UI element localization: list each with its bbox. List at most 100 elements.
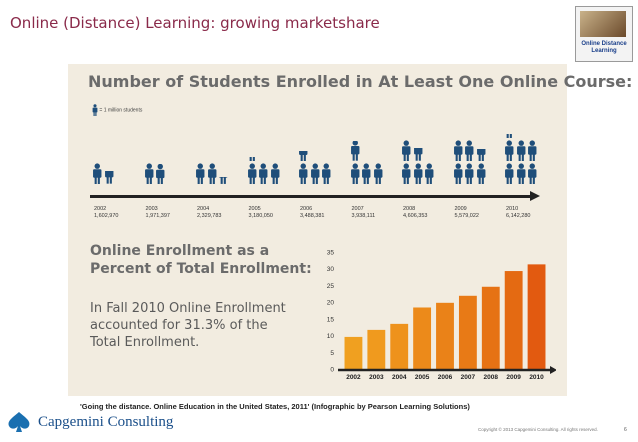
partial-person-icon [156, 163, 165, 184]
year-label: 2010 6,142,280 [506, 206, 530, 220]
partial-person-icon [299, 150, 308, 161]
person-icon [207, 163, 216, 184]
year-text: 2002 [94, 206, 107, 212]
person-icon [402, 163, 411, 184]
year-text: 2006 [300, 206, 313, 212]
person-icon [453, 163, 462, 184]
person-icon [92, 104, 98, 116]
bar [481, 286, 500, 369]
y-tick-label: 5 [330, 350, 334, 357]
year-label: 2004 2,329,783 [197, 206, 221, 220]
person-icon [259, 163, 268, 184]
partial-person-icon [249, 156, 255, 161]
person-icon [93, 163, 102, 184]
fact-line: In Fall 2010 Online Enrollment [90, 301, 286, 316]
x-tick-label: 2002 [346, 374, 361, 381]
person-icon [476, 163, 485, 184]
year-label: 2005 3,180,050 [249, 206, 273, 220]
enrollment-count: 2,329,783 [197, 213, 222, 219]
copyright: Copyright © 2013 Capgemini Consulting. A… [478, 427, 598, 432]
person-icon [144, 163, 153, 184]
enrollment-bar-chart: 0 5 10 15 20 25 30 35 2002 2003 2004 2005 2006 2007 20… [327, 250, 556, 381]
enrollment-count: 3,180,050 [248, 213, 273, 219]
person-icon [196, 163, 205, 184]
brand-logo: Capgemini Consulting [4, 410, 179, 434]
partial-person-icon [506, 133, 512, 138]
person-icon [402, 140, 411, 161]
partial-person-icon [219, 177, 228, 184]
y-tick-label: 35 [327, 250, 335, 257]
infographic: Number of Students Enrolled in At Least … [68, 64, 632, 396]
enrollment-count: 4,606,353 [403, 213, 428, 219]
logo-text: Online Distance Learning [581, 41, 627, 54]
year-text: 2010 [506, 206, 519, 212]
year-label: 2006 3,488,381 [300, 206, 324, 220]
enrollment-count: 3,488,381 [300, 213, 325, 219]
bar [527, 264, 546, 369]
year-label: 2008 4,606,353 [403, 206, 427, 220]
person-icon [516, 140, 525, 161]
person-icon [322, 163, 331, 184]
infographic-title: Number of Students Enrolled in At Least … [88, 72, 633, 91]
year-text: 2007 [351, 206, 364, 212]
legend-label: = 1 million students [99, 107, 143, 114]
bar [504, 271, 523, 369]
enrollment-count: 3,938,111 [351, 213, 376, 219]
y-tick-label: 15 [327, 316, 335, 323]
person-icon [453, 140, 462, 161]
enrollment-count: 1,602,970 [94, 213, 119, 219]
person-icon [528, 163, 537, 184]
y-tick-label: 30 [327, 266, 335, 273]
partial-person-icon [104, 171, 113, 184]
person-icon [425, 163, 434, 184]
legend: = 1 million students [92, 104, 142, 116]
partial-person-icon [476, 148, 485, 161]
sub-heading-line: Online Enrollment as a [90, 243, 270, 259]
year-text: 2008 [403, 206, 416, 212]
partial-person-icon [413, 148, 422, 161]
page-number: 6 [624, 427, 627, 433]
fact-line: Total Enrollment. [90, 335, 200, 350]
logo-image [580, 11, 626, 37]
bar [390, 323, 409, 369]
year-label: 2007 3,938,111 [352, 206, 376, 220]
bar [458, 295, 477, 369]
year-text: 2009 [454, 206, 467, 212]
person-icon [362, 163, 371, 184]
citation: 'Going the distance. Online Education in… [80, 402, 470, 411]
timeline-arrow-icon [530, 191, 540, 201]
brand-name: Capgemini Consulting [38, 414, 174, 430]
timeline-axis [90, 195, 530, 198]
person-icon [310, 163, 319, 184]
bar [436, 302, 454, 369]
fact-text: In Fall 2010 Online Enrollment accounted… [90, 300, 286, 351]
slide-title: Online (Distance) Learning: growing mark… [10, 14, 380, 32]
person-icon [299, 163, 308, 184]
sub-heading-line: Percent of Total Enrollment: [90, 261, 312, 277]
enrollment-count: 1,971,397 [145, 213, 170, 219]
x-tick-label: 2008 [484, 374, 499, 381]
x-tick-label: 2005 [415, 374, 430, 381]
person-icon [505, 140, 514, 161]
year-text: 2004 [197, 206, 210, 212]
year-label: 2003 1,971,397 [146, 206, 170, 220]
year-text: 2005 [248, 206, 261, 212]
person-icon [516, 163, 525, 184]
year-text: 2003 [145, 206, 158, 212]
x-tick-label: 2007 [461, 374, 476, 381]
person-icon [350, 163, 359, 184]
fact-line: accounted for 31.3% of the [90, 318, 268, 333]
partial-person-icon [350, 141, 359, 161]
bar [344, 336, 363, 369]
x-tick-label: 2006 [438, 374, 453, 381]
x-tick-label: 2010 [529, 374, 544, 381]
person-icon [465, 163, 474, 184]
person-icon [505, 163, 514, 184]
enrollment-count: 5,579,022 [454, 213, 479, 219]
x-tick-label: 2009 [506, 374, 521, 381]
x-axis-arrow [550, 366, 556, 374]
y-tick-label: 25 [327, 283, 335, 290]
year-label: 2002 1,602,970 [94, 206, 118, 220]
spade-icon [8, 412, 30, 432]
x-tick-label: 2003 [369, 374, 384, 381]
